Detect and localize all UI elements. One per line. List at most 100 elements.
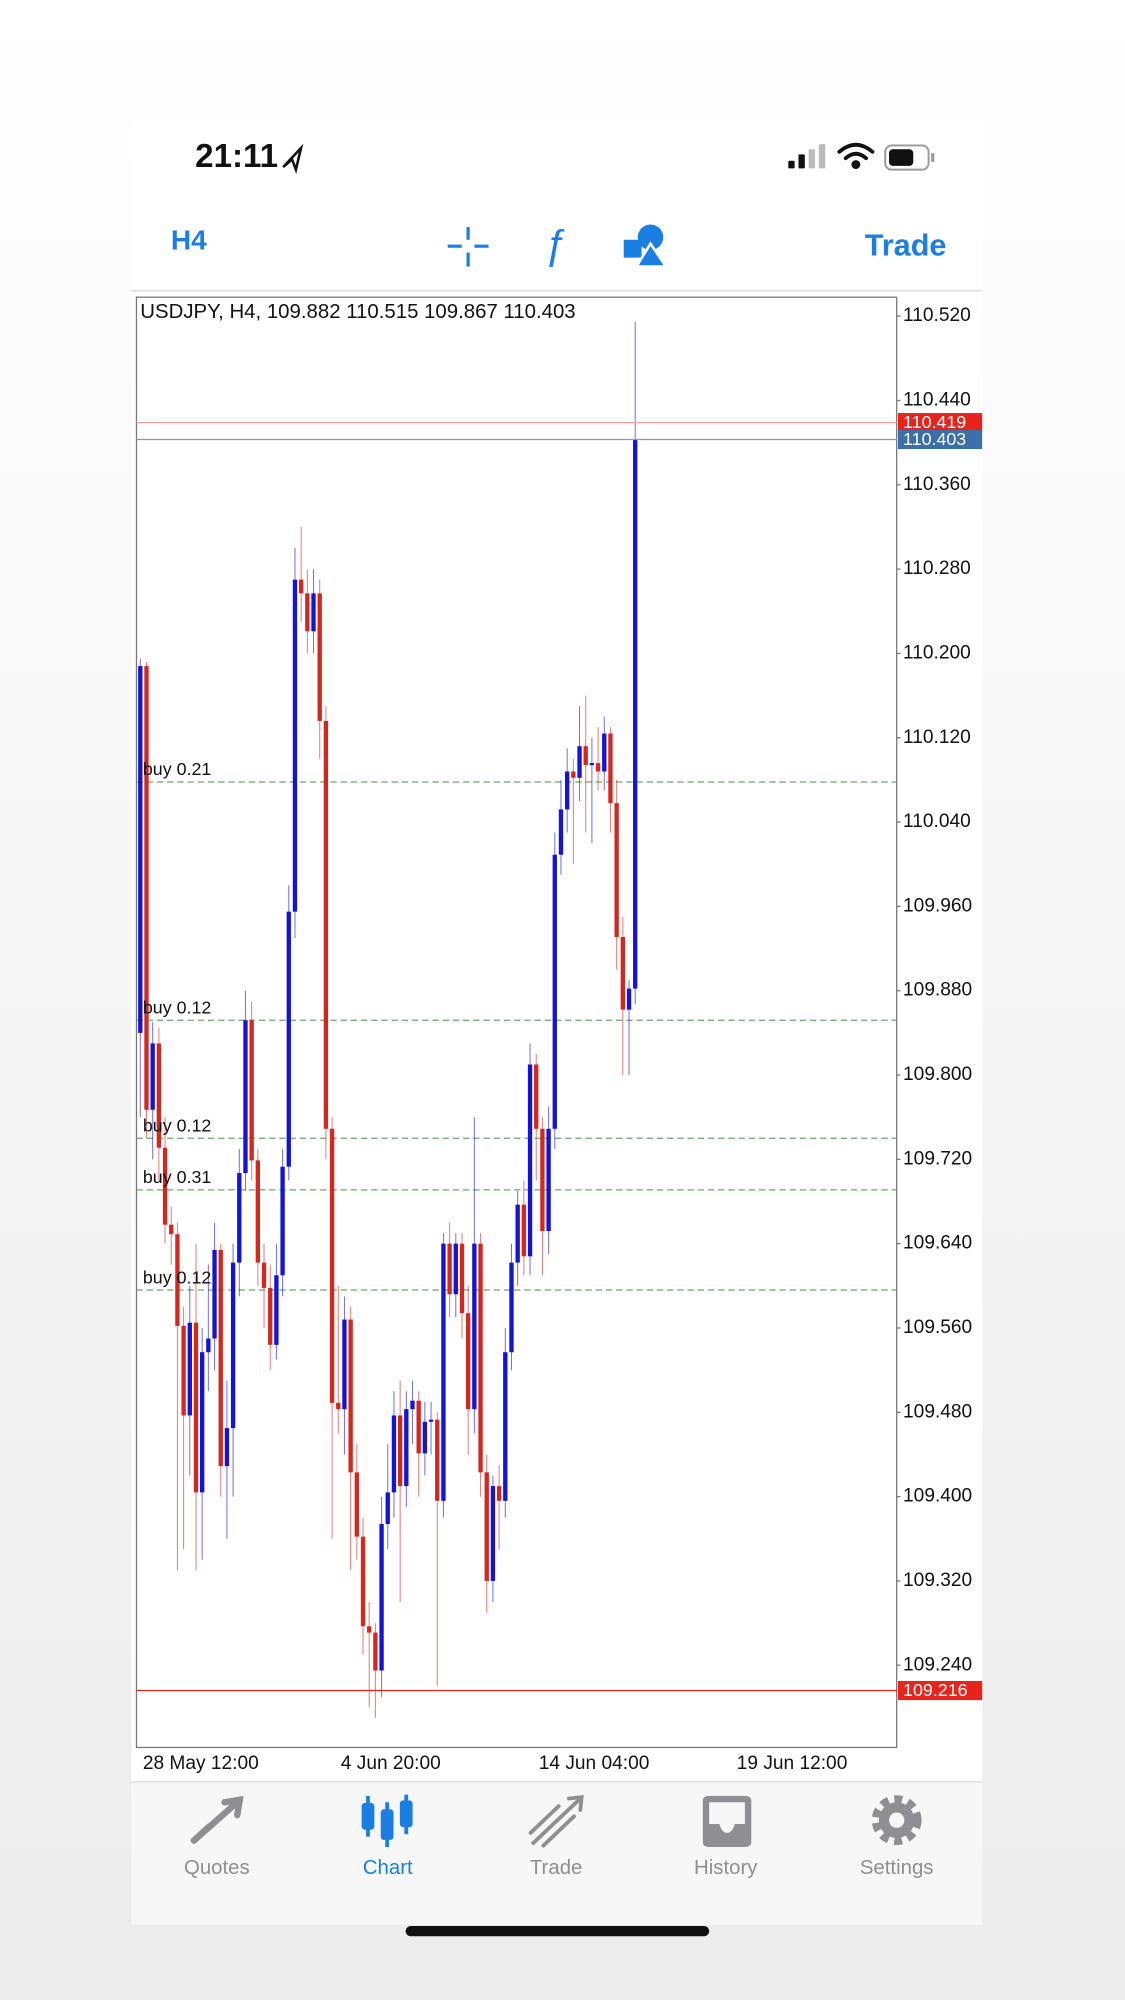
order-label: buy 0.12: [143, 1115, 212, 1135]
candle-body: [515, 1204, 520, 1263]
y-tick-label: 109.240: [903, 1654, 972, 1675]
candle-body: [441, 1243, 446, 1501]
candle-body: [317, 593, 322, 721]
tabs: Quotes Chart Trade History Settings: [184, 1857, 934, 1879]
trade-icon: [528, 1795, 584, 1848]
price-label: 109.216: [903, 1680, 968, 1700]
candle-body: [608, 733, 613, 804]
candle-body: [447, 1243, 452, 1295]
candle-body: [348, 1319, 353, 1473]
y-tick-label: 109.880: [903, 980, 972, 1001]
y-tick-label: 109.800: [903, 1064, 972, 1085]
candle-body: [249, 1020, 254, 1161]
tab-label[interactable]: Trade: [530, 1857, 583, 1879]
candle-body: [360, 1536, 366, 1627]
candle-body: [496, 1486, 502, 1501]
candle-body: [175, 1234, 180, 1326]
trade-button[interactable]: Trade: [865, 229, 947, 263]
candle-body: [280, 1166, 285, 1276]
plot: 110.520 110.440 110.360 110.280 110.200 110.1…: [136, 305, 983, 1774]
y-tick-label: 109.720: [903, 1148, 972, 1169]
price-label-box: [897, 429, 983, 450]
candle-body: [218, 1249, 223, 1467]
candle-body: [626, 988, 632, 1010]
y-tick-label: 109.560: [903, 1317, 972, 1338]
settings-icon: [871, 1795, 922, 1846]
tab-bar: [131, 1781, 983, 1925]
y-tick-label: 109.640: [903, 1233, 972, 1254]
order-label: buy 0.12: [143, 1267, 212, 1287]
candle-body: [311, 593, 316, 632]
candle-body: [187, 1322, 192, 1416]
order-label: buy 0.12: [143, 997, 212, 1017]
y-tick-label: 110.120: [903, 727, 971, 748]
candle-body: [564, 771, 570, 810]
candle-body: [181, 1325, 186, 1416]
candle-body: [614, 803, 619, 937]
crosshair-button[interactable]: [447, 227, 489, 267]
candle-body: [329, 1128, 335, 1403]
candle-body: [571, 771, 576, 778]
candle-body: [595, 763, 601, 772]
tab-label[interactable]: Chart: [363, 1857, 413, 1879]
candle-body: [602, 733, 607, 772]
wifi-icon: [837, 142, 875, 170]
candle-body: [404, 1409, 409, 1487]
candle-body: [589, 763, 595, 766]
candle-body: [298, 579, 304, 594]
candle-body: [373, 1632, 378, 1671]
price-label: 110.403: [903, 429, 966, 449]
candle-body: [422, 1421, 428, 1454]
candle-body: [230, 1262, 236, 1429]
candle-body: [367, 1626, 372, 1633]
y-tick-label: 109.480: [903, 1401, 972, 1422]
candle-body: [336, 1402, 341, 1410]
tab-label[interactable]: Quotes: [184, 1857, 250, 1879]
candle-body: [466, 1313, 471, 1410]
candle-body: [428, 1419, 434, 1422]
candle-body: [558, 809, 564, 855]
candle-body: [274, 1275, 279, 1345]
order-label: buy 0.21: [143, 759, 212, 779]
candle-body: [212, 1249, 217, 1339]
candle-body: [144, 666, 149, 1110]
indicators-button[interactable]: ƒ: [543, 221, 566, 269]
objects-button[interactable]: [623, 224, 669, 268]
candle-body: [490, 1486, 496, 1581]
tab-label[interactable]: History: [694, 1857, 758, 1879]
candle-body: [435, 1419, 440, 1501]
candle-body: [503, 1352, 508, 1501]
y-tick-label: 109.960: [903, 895, 972, 916]
candle-body: [620, 936, 625, 1010]
candle-body: [478, 1243, 483, 1473]
candle-body: [261, 1262, 267, 1288]
candle-body: [156, 1043, 162, 1148]
location-icon: [282, 143, 304, 175]
candle-body: [354, 1472, 359, 1537]
x-tick-label: 28 May 12:00: [143, 1753, 259, 1774]
price-label: 110.419: [903, 412, 966, 432]
candle-body: [459, 1243, 465, 1314]
candle-body: [268, 1287, 273, 1345]
candle-body: [509, 1262, 514, 1353]
candle-body: [379, 1524, 384, 1671]
candle-body: [472, 1243, 477, 1410]
candle-body: [410, 1400, 415, 1410]
y-tick-label: 110.520: [903, 305, 971, 326]
candle-body: [342, 1319, 347, 1410]
timeframe-button[interactable]: H4: [171, 225, 207, 256]
candle-body: [484, 1472, 489, 1581]
tab-label[interactable]: Settings: [860, 1857, 934, 1879]
chart-title: USDJPY, H4, 109.882 110.515 109.867 110.…: [140, 301, 575, 323]
price-label-box: [897, 1680, 983, 1701]
candle-body: [534, 1064, 539, 1129]
y-tick-label: 110.200: [903, 642, 971, 663]
candle-body: [546, 1128, 551, 1232]
candle-body: [633, 439, 638, 989]
candle-body: [521, 1204, 527, 1257]
candle-body: [150, 1043, 155, 1110]
plot-frame: [135, 296, 898, 1749]
candle-body: [305, 593, 310, 632]
